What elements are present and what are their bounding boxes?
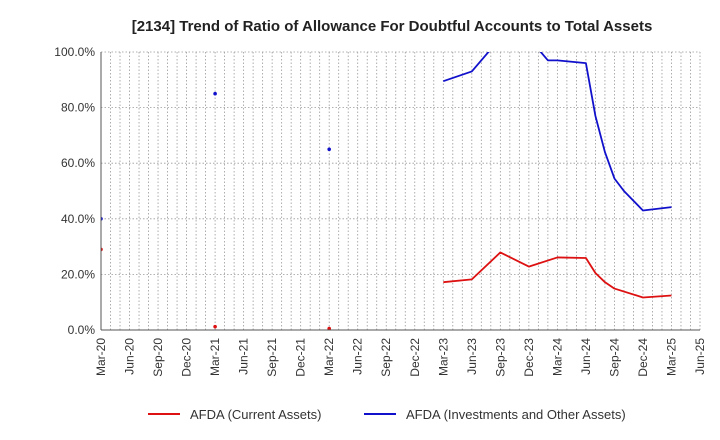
y-tick-label: 100.0% [54, 45, 95, 59]
x-tick-label: Dec-22 [408, 338, 422, 377]
x-tick-label: Sep-24 [607, 338, 621, 377]
legend-label-1: AFDA (Current Assets) [190, 407, 321, 422]
y-tick-label: 80.0% [61, 101, 95, 115]
series-1-line [443, 251, 672, 299]
x-tick-label: Jun-22 [351, 338, 365, 375]
x-tick-label: Sep-22 [379, 338, 393, 377]
y-tick-label: 40.0% [61, 212, 95, 226]
x-tick-label: Dec-23 [522, 338, 536, 377]
plot-area: 0.0% 20.0% 40.0% 60.0% 80.0% 100.0% Mar-20 Jun-… [54, 45, 707, 377]
series-2-point [327, 147, 331, 152]
series-1-point [213, 324, 217, 329]
legend: AFDA (Current Assets) AFDA (Investments a… [148, 407, 626, 422]
chart-title: [2134] Trend of Ratio of Allowance For D… [132, 18, 653, 35]
x-tick-label: Jun-20 [123, 338, 137, 375]
x-tick-label: Jun-25 [693, 338, 707, 375]
series-2-line [442, 52, 490, 83]
x-tick-label: Mar-25 [664, 338, 678, 376]
legend-label-2: AFDA (Investments and Other Assets) [406, 407, 626, 422]
x-tick-label: Dec-20 [180, 338, 194, 377]
series-1-point [327, 326, 331, 330]
series-group [101, 52, 672, 330]
series-2-point [213, 91, 217, 96]
x-tick-label: Dec-24 [636, 338, 650, 377]
y-tick-label: 0.0% [68, 323, 96, 337]
x-tick-label: Jun-24 [579, 338, 593, 375]
x-tick-label: Sep-20 [151, 338, 165, 377]
x-tick-label: Mar-24 [550, 338, 564, 376]
x-tick-label: Mar-22 [322, 338, 336, 376]
series-2-line [539, 52, 672, 212]
x-tick-label: Sep-23 [493, 338, 507, 377]
y-tick-label: 20.0% [61, 267, 95, 281]
y-tick-label: 60.0% [61, 156, 95, 170]
x-tick-label: Mar-21 [208, 338, 222, 376]
x-tick-label: Dec-21 [294, 338, 308, 377]
x-tick-label: Mar-23 [436, 338, 450, 376]
x-tick-label: Sep-21 [265, 338, 279, 377]
x-tick-label: Jun-21 [237, 338, 251, 375]
x-tick-label: Mar-20 [94, 338, 108, 376]
x-tick-label: Jun-23 [465, 338, 479, 375]
